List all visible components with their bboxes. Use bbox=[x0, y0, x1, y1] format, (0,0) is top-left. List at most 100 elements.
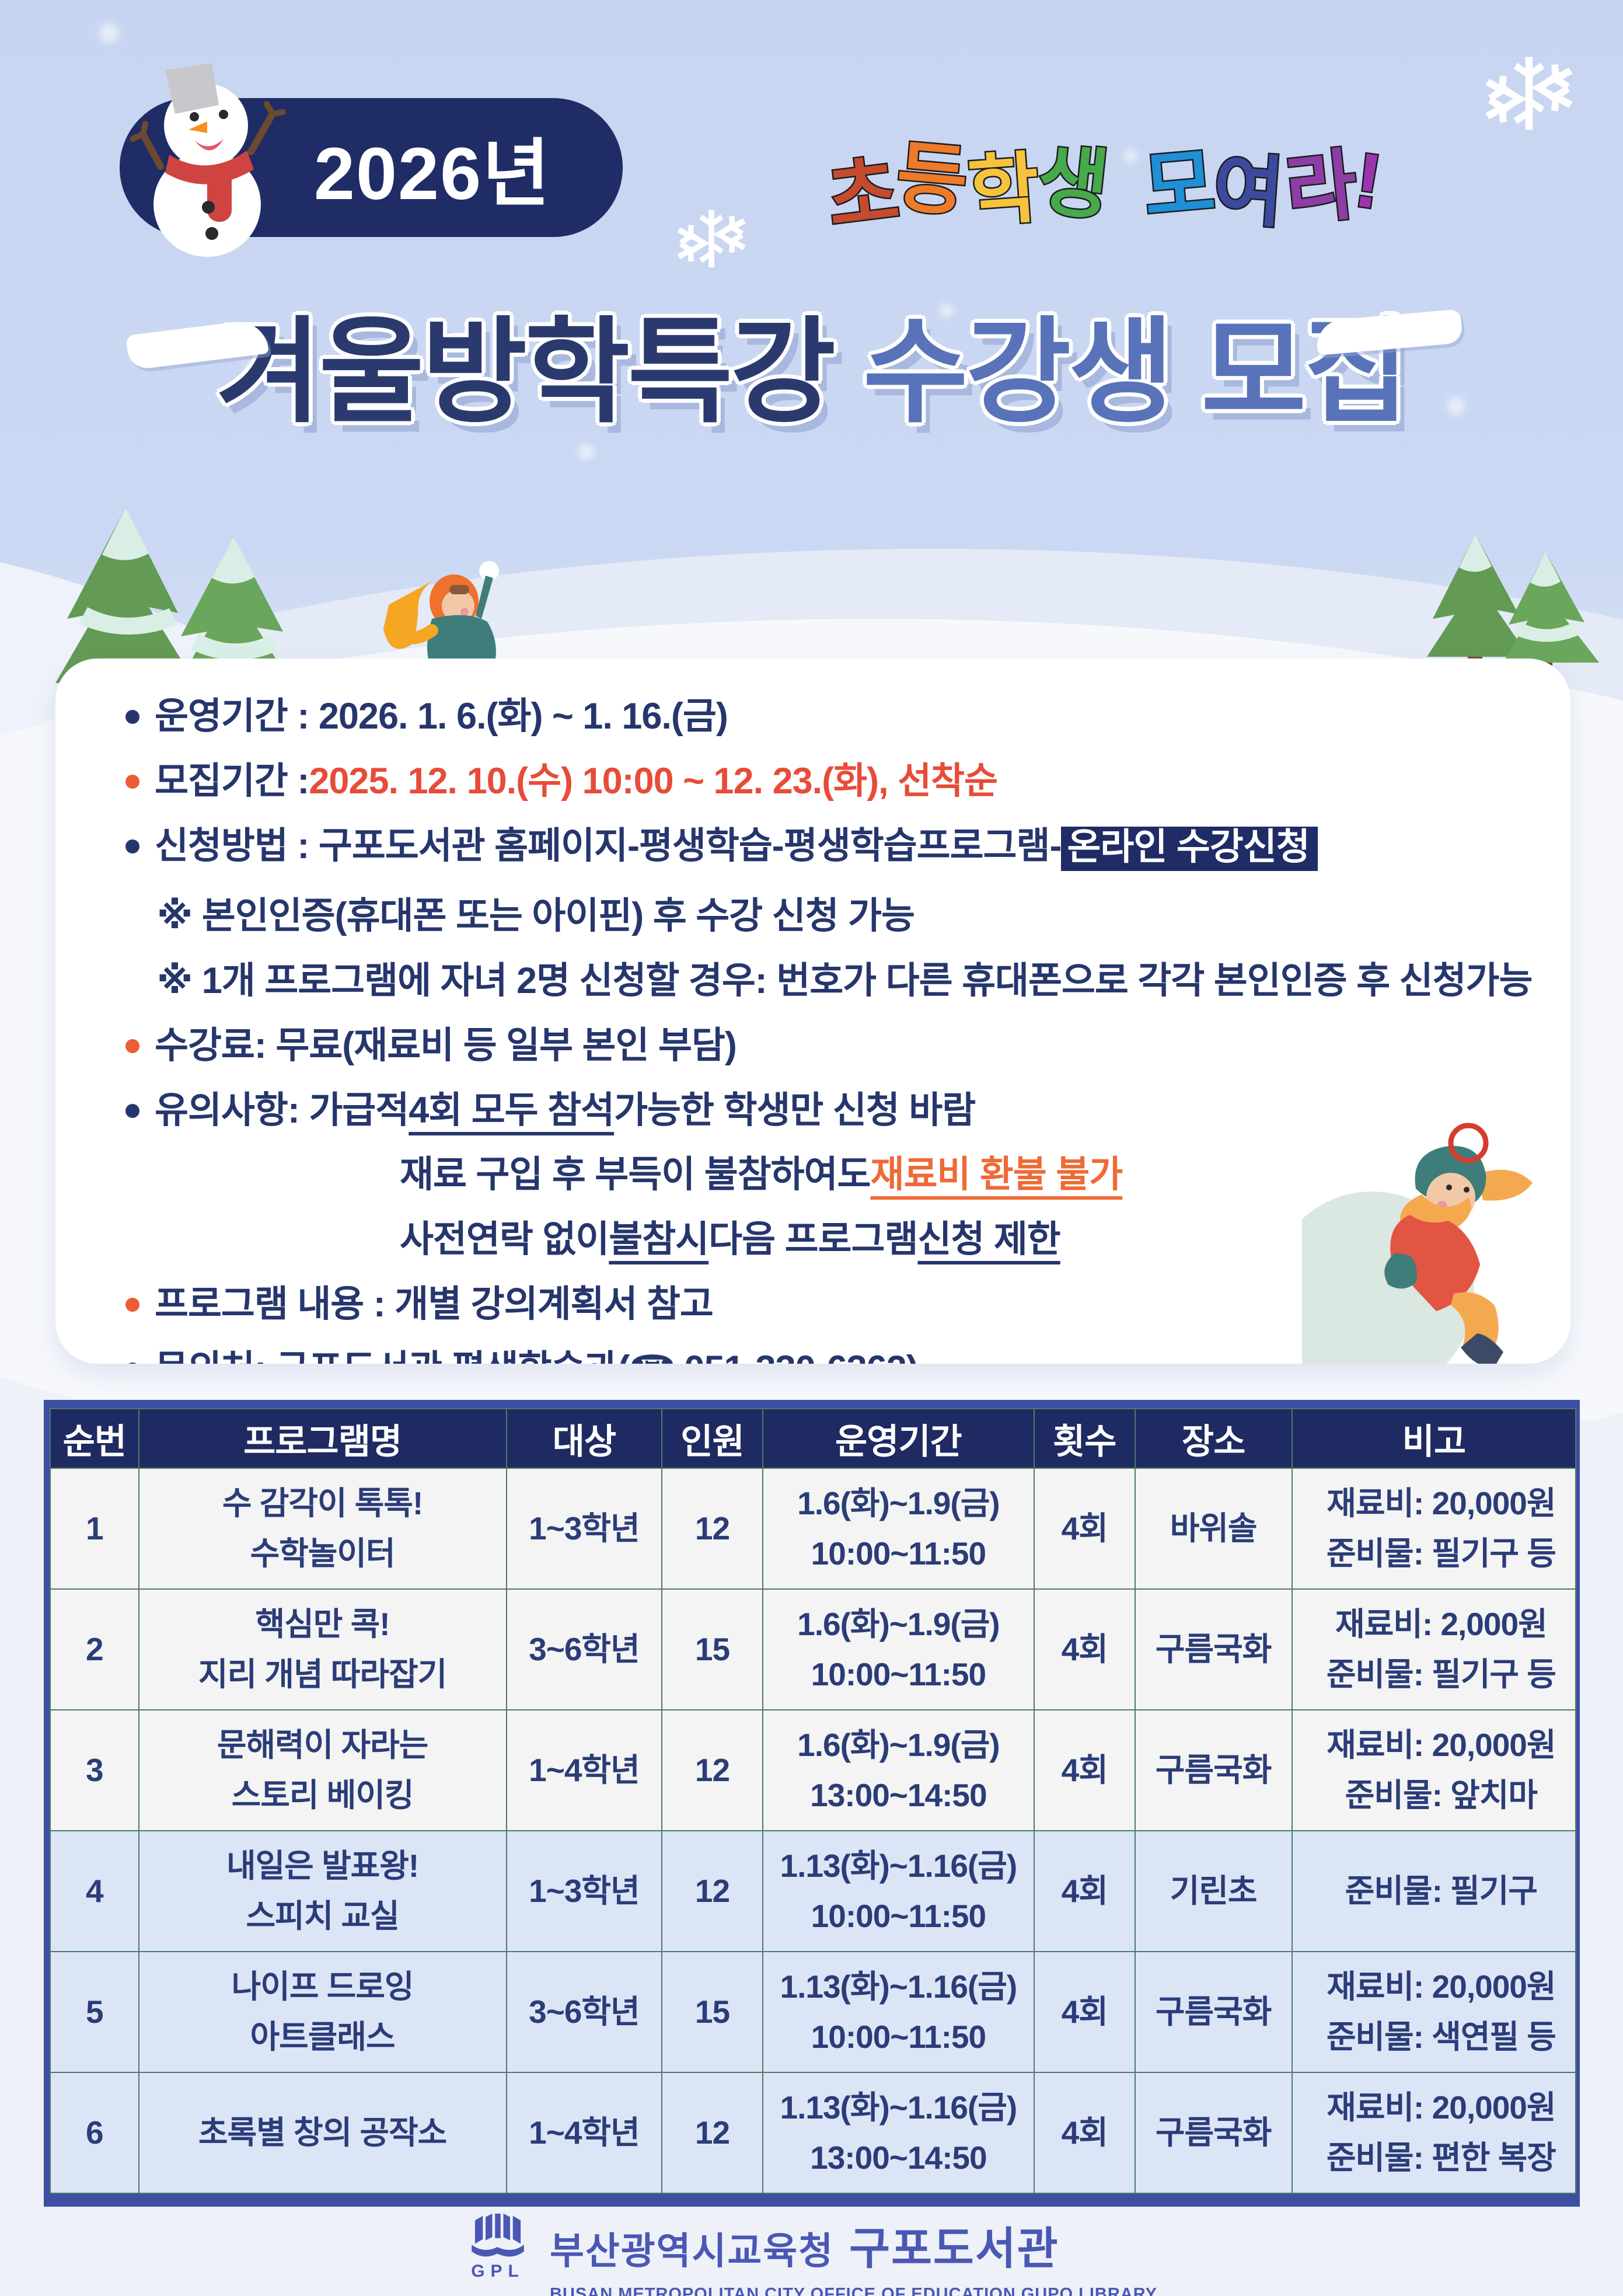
library-logo: GPL bbox=[466, 2213, 530, 2281]
snowflake-icon bbox=[677, 210, 746, 268]
caution-pre-text: 유의사항: 가급적 bbox=[155, 1089, 409, 1131]
table-row: 4 내일은 발표왕! 스피치 교실 1~3학년 12 1.13(화)~1.16(… bbox=[50, 1830, 1577, 1952]
cell-place: 구름국화 bbox=[1134, 1951, 1293, 2073]
cell-target: 3~6학년 bbox=[505, 1951, 663, 2073]
snow-dot bbox=[245, 362, 258, 375]
info-line-no-show: 사전연락 없이 불참시 다음 프로그램 신청 제한 bbox=[400, 1220, 1553, 1259]
recruit-period-value: 2025. 12. 10.(수) 10:00 ~ 12. 23.(화), 선착순 bbox=[309, 760, 998, 802]
table-row: 2 핵심만 콕! 지리 개념 따라잡기 3~6학년 15 1.6(화)~1.9(… bbox=[50, 1588, 1577, 1710]
snow-dot bbox=[1123, 149, 1137, 163]
two-children-note-text: ※ 1개 프로그램에 자녀 2명 신청할 경우: 번호가 다른 휴대폰으로 각각… bbox=[157, 960, 1533, 1002]
info-line-program-content: 프로그램 내용 : 개별 강의계획서 참고 bbox=[125, 1285, 1553, 1324]
cell-period: 1.13(화)~1.16(금) 10:00~11:50 bbox=[762, 1830, 1035, 1952]
info-line-refund: 재료 구입 후 부득이 불참하여도 재료비 환불 불가 bbox=[400, 1155, 1553, 1194]
header-seq: 순번 bbox=[50, 1408, 139, 1469]
refund-pre-text: 재료 구입 후 부득이 불참하여도 bbox=[400, 1154, 871, 1196]
no-show-underline2: 신청 제한 bbox=[917, 1219, 1060, 1260]
fee-text: 수강료: 무료(재료비 등 일부 본인 부담) bbox=[155, 1025, 737, 1066]
cell-target: 1~3학년 bbox=[505, 1468, 663, 1590]
bullet-dot bbox=[125, 774, 139, 789]
snowflake-icon bbox=[1485, 57, 1573, 130]
cell-program-name: 초록별 창의 공작소 bbox=[138, 2072, 507, 2194]
header-capacity: 인원 bbox=[661, 1408, 763, 1469]
table-row: 3 문해력이 자라는 스토리 베이킹 1~4학년 12 1.6(화)~1.9(금… bbox=[50, 1709, 1577, 1831]
badge-year-label: 2026년 bbox=[313, 133, 552, 215]
cell-capacity: 12 bbox=[661, 1709, 763, 1831]
snow-dot bbox=[578, 444, 594, 460]
subtitle-char: 초 bbox=[821, 146, 905, 243]
book-logo-icon bbox=[472, 2213, 524, 2257]
header-program: 프로그램명 bbox=[138, 1408, 507, 1469]
info-line-caution: 유의사항: 가급적 4회 모두 참석 가능한 학생만 신청 바람 bbox=[125, 1089, 1553, 1131]
cell-num: 1 bbox=[50, 1468, 139, 1590]
apply-method-text: 신청방법 : 구포도서관 홈페이지-평생학습-평생학습프로그램- bbox=[155, 825, 1062, 866]
title-part1: 겨울방학특강 bbox=[216, 308, 836, 436]
bullet-dot bbox=[125, 839, 139, 853]
caution-post-text: 가능한 학생만 신청 바람 bbox=[614, 1089, 976, 1131]
subtitle-char: 학 bbox=[964, 143, 1043, 236]
operation-period-text: 운영기간 : 2026. 1. 6.(화) ~ 1. 16.(금) bbox=[155, 696, 728, 737]
cell-sessions: 4회 bbox=[1034, 1709, 1136, 1831]
gpl-label: GPL bbox=[471, 2262, 525, 2281]
refund-warning-text: 재료비 환불 불가 bbox=[870, 1154, 1123, 1196]
bullet-dot bbox=[125, 1039, 139, 1053]
cell-place: 구름국화 bbox=[1134, 1709, 1293, 1831]
footer: GPL 부산광역시교육청 구포도서관 BUSAN METROPOLITAN CI… bbox=[0, 2213, 1623, 2296]
cell-num: 4 bbox=[50, 1830, 139, 1952]
program-content-text: 프로그램 내용 : 개별 강의계획서 참고 bbox=[155, 1283, 714, 1325]
info-note-two-children: ※ 1개 프로그램에 자녀 2명 신청할 경우: 번호가 다른 휴대폰으로 각각… bbox=[157, 961, 1553, 1001]
cell-capacity: 12 bbox=[661, 2072, 763, 2194]
cell-capacity: 15 bbox=[661, 1588, 763, 1710]
footer-english-name: BUSAN METROPOLITAN CITY OFFICE OF EDUCAT… bbox=[550, 2285, 1157, 2296]
cell-note: 재료비: 20,000원 준비물: 필기구 등 bbox=[1291, 1468, 1577, 1590]
kid-rolling-snowball-illustration bbox=[1302, 1123, 1533, 1364]
cell-period: 1.13(화)~1.16(금) 13:00~14:50 bbox=[762, 2072, 1035, 2194]
cell-note: 재료비: 20,000원 준비물: 앞치마 bbox=[1291, 1709, 1577, 1831]
identity-note-text: ※ 본인인증(휴대폰 또는 아이핀) 후 수강 신청 가능 bbox=[157, 896, 915, 937]
program-table: 순번 프로그램명 대상 인원 운영기간 횟수 장소 비고 1 수 감각이 톡톡!… bbox=[44, 1400, 1580, 2207]
cell-sessions: 4회 bbox=[1034, 2072, 1136, 2194]
cell-place: 바위솔 bbox=[1134, 1468, 1293, 1590]
header-place: 장소 bbox=[1134, 1408, 1293, 1469]
page-title: 겨울방학특강 수강생 모집 bbox=[0, 304, 1623, 441]
cell-target: 1~3학년 bbox=[505, 1830, 663, 1952]
cell-num: 3 bbox=[50, 1709, 139, 1831]
snow-dot bbox=[940, 304, 954, 318]
snow-dot bbox=[1447, 397, 1465, 414]
cell-place: 구름국화 bbox=[1134, 2072, 1293, 2194]
subtitle-char: ! bbox=[1348, 135, 1388, 227]
table-row: 5 나이프 드로잉 아트클래스 3~6학년 15 1.13(화)~1.16(금)… bbox=[50, 1951, 1577, 2073]
cell-program-name: 핵심만 콕! 지리 개념 따라잡기 bbox=[138, 1588, 507, 1710]
snow-dot bbox=[99, 23, 119, 43]
cell-sessions: 4회 bbox=[1034, 1588, 1136, 1710]
header-target: 대상 bbox=[505, 1408, 663, 1469]
cell-period: 1.6(화)~1.9(금) 13:00~14:50 bbox=[762, 1709, 1035, 1831]
info-line-fee: 수강료: 무료(재료비 등 일부 본인 부담) bbox=[125, 1026, 1553, 1065]
cell-num: 6 bbox=[50, 2072, 139, 2194]
cell-program-name: 나이프 드로잉 아트클래스 bbox=[138, 1951, 507, 2073]
cell-program-name: 수 감각이 톡톡! 수학놀이터 bbox=[138, 1468, 507, 1590]
subtitle-char: 등 bbox=[892, 132, 973, 227]
cell-note: 재료비: 20,000원 준비물: 편한 복장 bbox=[1291, 2072, 1577, 2194]
cell-note: 준비물: 필기구 bbox=[1291, 1830, 1577, 1952]
footer-org-name: 부산광역시교육청 bbox=[550, 2230, 835, 2272]
cell-capacity: 12 bbox=[661, 1468, 763, 1590]
bullet-dot bbox=[125, 1103, 139, 1118]
table-row: 6 초록별 창의 공작소 1~4학년 12 1.13(화)~1.16(금) 13… bbox=[50, 2072, 1577, 2194]
cell-period: 1.6(화)~1.9(금) 10:00~11:50 bbox=[762, 1588, 1035, 1710]
cell-note: 재료비: 20,000원 준비물: 색연필 등 bbox=[1291, 1951, 1577, 2073]
online-apply-highlight: 온라인 수강신청 bbox=[1061, 826, 1318, 872]
subtitle-elementary-students: 초 등 학 생 모 여 라 ! bbox=[821, 132, 1388, 243]
subtitle-char: 생 bbox=[1032, 135, 1115, 231]
header-period: 운영기간 bbox=[762, 1408, 1035, 1469]
cell-target: 3~6학년 bbox=[505, 1588, 663, 1710]
info-card: 운영기간 : 2026. 1. 6.(화) ~ 1. 16.(금) 모집기간 :… bbox=[55, 659, 1570, 1364]
cell-capacity: 15 bbox=[661, 1951, 763, 2073]
cell-place: 구름국화 bbox=[1134, 1588, 1293, 1710]
no-show-pre-text: 사전연락 없이 bbox=[400, 1219, 609, 1260]
cell-program-name: 문해력이 자라는 스토리 베이킹 bbox=[138, 1709, 507, 1831]
bullet-dot bbox=[125, 1297, 139, 1312]
info-line-recruit-period: 모집기간 : 2025. 12. 10.(수) 10:00 ~ 12. 23.(… bbox=[125, 760, 1553, 802]
info-line-apply-method: 신청방법 : 구포도서관 홈페이지-평생학습-평생학습프로그램- 온라인 수강신… bbox=[125, 825, 1553, 872]
